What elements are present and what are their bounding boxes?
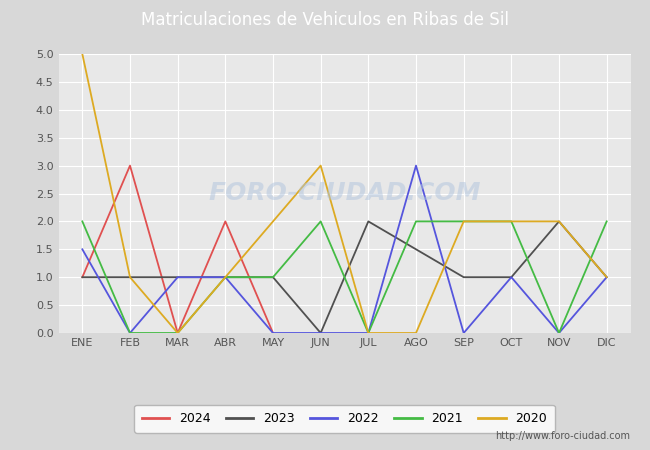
Text: Matriculaciones de Vehiculos en Ribas de Sil: Matriculaciones de Vehiculos en Ribas de… bbox=[141, 11, 509, 29]
Text: FORO-CIUDAD.COM: FORO-CIUDAD.COM bbox=[208, 181, 481, 206]
Text: http://www.foro-ciudad.com: http://www.foro-ciudad.com bbox=[495, 431, 630, 441]
Legend: 2024, 2023, 2022, 2021, 2020: 2024, 2023, 2022, 2021, 2020 bbox=[134, 405, 555, 433]
